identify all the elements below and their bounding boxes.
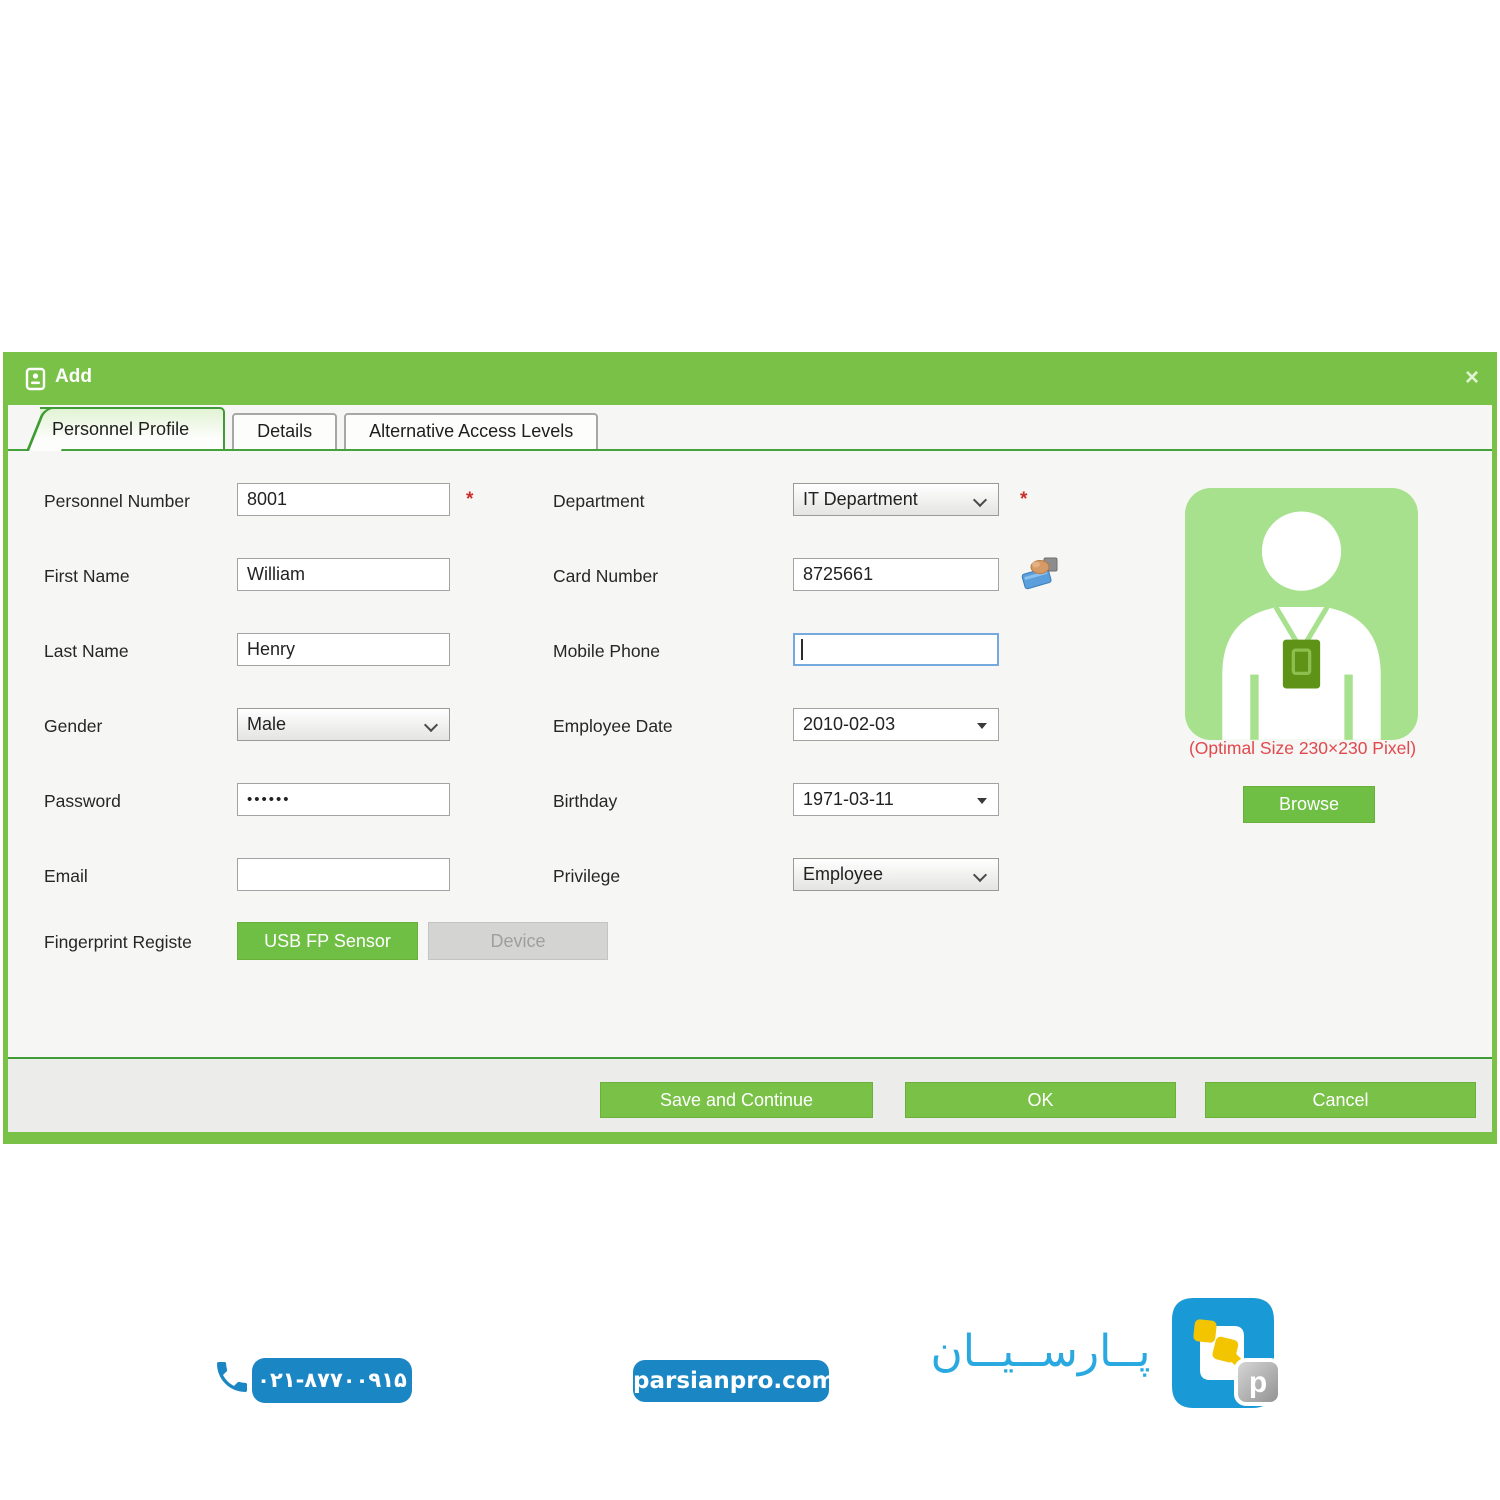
department-label: Department xyxy=(553,491,645,511)
tab-label: Alternative Access Levels xyxy=(369,421,574,441)
first-name-input[interactable]: William xyxy=(237,558,450,591)
browse-button[interactable]: Browse xyxy=(1243,786,1375,823)
mobile-phone-label: Mobile Phone xyxy=(553,641,661,661)
cancel-button[interactable]: Cancel xyxy=(1205,1082,1476,1118)
save-and-continue-button[interactable]: Save and Continue xyxy=(600,1082,873,1118)
email-label: Email xyxy=(44,866,88,886)
gender-label: Gender xyxy=(44,716,103,736)
person-silhouette-icon xyxy=(1222,511,1381,740)
password-input[interactable]: •••••• xyxy=(237,783,450,816)
tab-alternative-access-levels[interactable]: Alternative Access Levels xyxy=(344,413,599,449)
photo-size-hint: (Optimal Size 230×230 Pixel) xyxy=(1188,738,1417,758)
brand-name-text: پــارســیــان xyxy=(930,1326,1151,1377)
website-badge[interactable]: parsianpro.com xyxy=(633,1360,836,1402)
email-input[interactable] xyxy=(237,858,450,891)
ok-button[interactable]: OK xyxy=(905,1082,1176,1118)
privilege-select[interactable]: Employee xyxy=(793,858,999,891)
tab-details[interactable]: Details xyxy=(232,413,338,449)
text-caret xyxy=(801,639,803,660)
parsian-logo-icon: p xyxy=(1172,1298,1282,1408)
dialog-title: Add xyxy=(55,366,92,387)
phone-icon xyxy=(217,1362,247,1392)
birthday-picker[interactable]: 1971-03-11 xyxy=(793,783,999,816)
card-number-label: Card Number xyxy=(553,566,659,586)
photo-placeholder[interactable] xyxy=(1185,488,1418,740)
mobile-phone-input[interactable] xyxy=(793,633,999,666)
logo-letter: p xyxy=(1249,1366,1267,1399)
tab-personnel-profile[interactable]: Personnel Profile xyxy=(40,407,226,449)
employee-date-label: Employee Date xyxy=(553,716,673,736)
add-form-icon xyxy=(25,367,46,391)
first-name-label: First Name xyxy=(44,566,130,586)
dialog-titlebar: Add × xyxy=(3,352,1497,405)
birthday-label: Birthday xyxy=(553,791,618,811)
personnel-number-label: Personnel Number xyxy=(44,491,190,511)
usb-fp-sensor-button[interactable]: USB FP Sensor xyxy=(237,922,418,960)
close-icon[interactable]: × xyxy=(1464,364,1479,391)
required-marker: * xyxy=(1020,489,1028,510)
password-label: Password xyxy=(44,791,121,811)
phone-number-badge: ۰۲۱-۸۷۷۰۰۹۱۵ xyxy=(252,1358,412,1403)
last-name-label: Last Name xyxy=(44,641,129,661)
required-marker: * xyxy=(466,489,474,510)
tab-strip: Personnel Profile Details Alternative Ac… xyxy=(8,405,1492,451)
card-issue-icon[interactable] xyxy=(1020,556,1060,590)
device-button[interactable]: Device xyxy=(428,922,608,960)
last-name-input[interactable]: Henry xyxy=(237,633,450,666)
employee-date-picker[interactable]: 2010-02-03 xyxy=(793,708,999,741)
personnel-number-input[interactable]: 8001 xyxy=(237,483,450,516)
gender-select[interactable]: Male xyxy=(237,708,450,741)
tab-label: Personnel Profile xyxy=(52,419,190,439)
card-number-input[interactable]: 8725661 xyxy=(793,558,999,591)
tab-label: Details xyxy=(257,421,313,441)
privilege-label: Privilege xyxy=(553,866,621,886)
department-select[interactable]: IT Department xyxy=(793,483,999,516)
fingerprint-register-label: Fingerprint Registe xyxy=(44,932,192,952)
